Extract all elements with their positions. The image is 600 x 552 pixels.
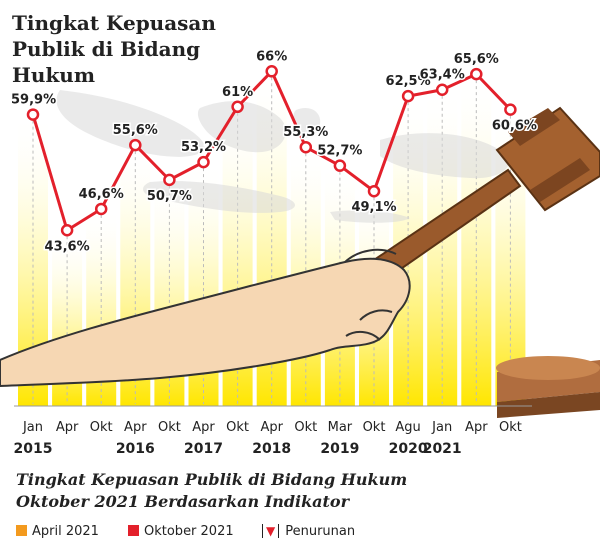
data-label-1: 43,6%: [45, 239, 90, 254]
data-label-10: 49,1%: [351, 200, 396, 215]
x-tick-label-7: Apr: [260, 420, 283, 435]
x-tick-label-5: Apr: [192, 420, 215, 435]
x-tick-label-8: Okt: [294, 420, 317, 435]
data-label-12: 63,4%: [420, 68, 465, 83]
chart-subtitle: Tingkat Kepuasan Publik di Bidang Hukum …: [16, 469, 576, 513]
legend-label: Oktober 2021: [144, 524, 234, 539]
data-point-4: [163, 173, 176, 187]
x-tick-label-13: Apr: [465, 420, 488, 435]
data-label-3: 55,6%: [113, 123, 158, 138]
x-tick-label-12: Jan: [431, 420, 452, 435]
data-point-6: [231, 100, 244, 114]
subtitle-line-2: Oktober 2021 Berdasarkan Indikator: [16, 492, 350, 511]
year-label-2: 2017: [184, 441, 223, 457]
legend-label: April 2021: [32, 524, 99, 539]
x-tick-label-0: Jan: [22, 420, 43, 435]
data-point-10: [367, 184, 381, 198]
title-line-1: Tingkat Kepuasan: [12, 11, 216, 35]
data-point-8: [299, 140, 313, 154]
year-label-4: 2019: [320, 441, 359, 457]
x-tick-label-11: Agu: [395, 420, 420, 435]
data-point-2: [94, 202, 108, 216]
gavel-icon: [366, 106, 600, 284]
data-point-11: [401, 89, 415, 103]
down-triangle-icon: ▼: [262, 524, 280, 538]
data-label-4: 50,7%: [147, 189, 192, 204]
year-label-5: 2020: [389, 441, 428, 457]
x-tick-label-3: Apr: [124, 420, 147, 435]
data-label-13: 65,6%: [454, 52, 499, 67]
title-line-3: Hukum: [12, 63, 95, 87]
legend-swatch-orange: [16, 525, 27, 536]
legend-item-oktober-2021: Oktober 2021: [128, 522, 234, 542]
data-label-14: 60,6%: [492, 119, 537, 134]
data-label-8: 55,3%: [283, 125, 328, 140]
subtitle-line-1: Tingkat Kepuasan Publik di Bidang Hukum: [16, 470, 408, 489]
data-point-3: [129, 138, 142, 152]
data-label-11: 62,5%: [386, 74, 431, 89]
data-point-7: [265, 65, 278, 78]
data-label-2: 46,6%: [79, 187, 124, 202]
data-point-1: [60, 224, 74, 237]
data-point-12: [435, 83, 449, 96]
year-label-6: 2021: [423, 441, 462, 457]
data-label-7: 66%: [256, 49, 287, 64]
hand-icon: [0, 248, 411, 388]
x-tick-label-2: Okt: [90, 420, 113, 435]
map-silhouette: [56, 90, 509, 223]
data-label-0: 59,9%: [11, 93, 56, 108]
x-tick-label-6: Okt: [226, 420, 249, 435]
legend-item-penurunan: ▼ Penurunan: [262, 522, 355, 542]
x-tick-label-4: Okt: [158, 420, 181, 435]
x-tick-label-14: Okt: [499, 420, 522, 435]
gavel-base-icon: [496, 356, 600, 418]
data-point-0: [26, 108, 40, 121]
data-point-5: [197, 155, 210, 169]
year-label-0: 2015: [14, 441, 53, 457]
x-tick-label-9: Mar: [328, 420, 353, 435]
x-tick-label-10: Okt: [363, 420, 386, 435]
year-label-3: 2018: [252, 441, 291, 457]
data-point-9: [333, 159, 347, 172]
data-label-6: 61%: [222, 85, 253, 100]
legend-swatch-red: [128, 525, 139, 536]
title-line-2: Publik di Bidang: [12, 37, 201, 61]
x-tick-label-1: Apr: [56, 420, 79, 435]
year-label-1: 2016: [116, 441, 155, 457]
data-point-14: [504, 103, 517, 116]
legend-item-april-2021: April 2021: [16, 522, 99, 542]
legend-label: Penurunan: [285, 524, 356, 539]
data-label-5: 53,2%: [181, 140, 226, 155]
chart-title: Tingkat Kepuasan Publik di Bidang Hukum: [12, 10, 242, 88]
data-label-9: 52,7%: [317, 144, 362, 159]
data-point-13: [470, 67, 483, 81]
